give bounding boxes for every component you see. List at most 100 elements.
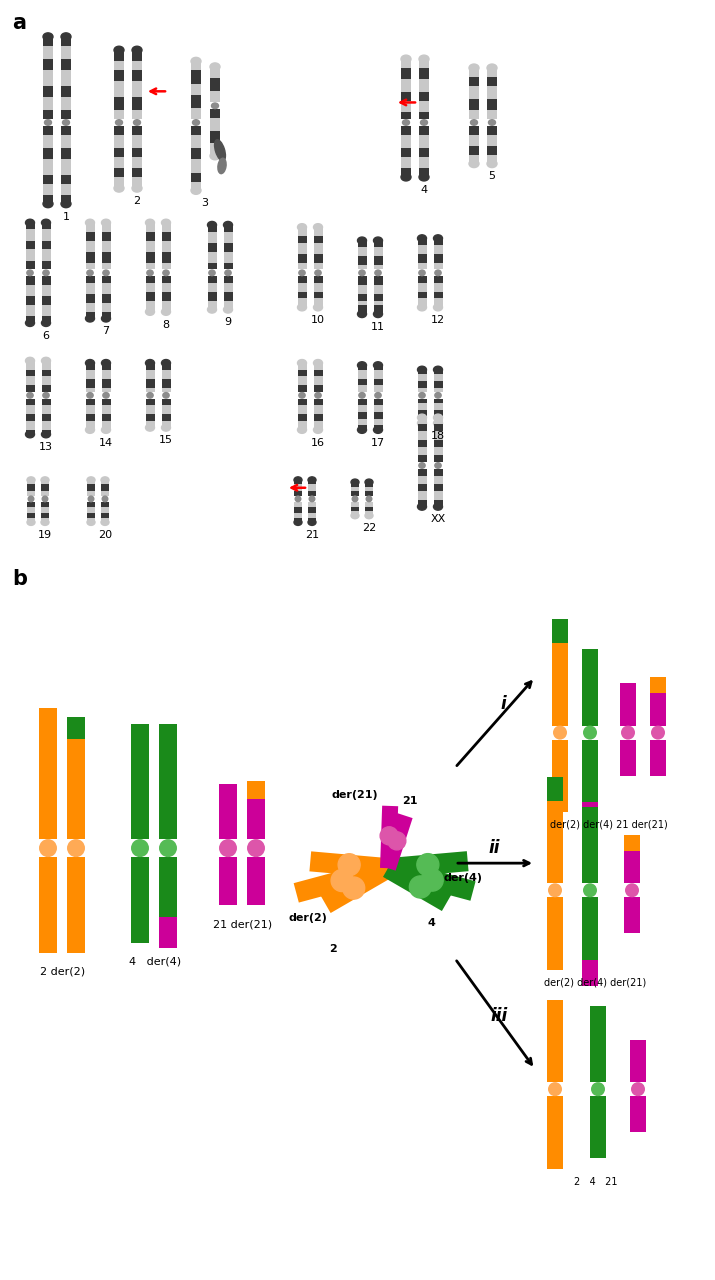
Bar [358,247,367,256]
Bar [419,68,429,79]
Bar [102,252,111,262]
Bar [487,155,497,164]
Bar [41,361,51,370]
Bar [630,1096,646,1133]
Bar [224,243,232,252]
Bar [433,492,443,500]
Bar [41,270,51,276]
Bar [469,125,479,134]
Bar [207,292,217,301]
Bar [247,858,265,905]
Text: 5: 5 [488,172,495,182]
Ellipse shape [224,221,232,228]
Bar [26,223,34,229]
Bar [132,110,142,119]
Bar [358,270,367,276]
Bar [145,406,154,415]
Bar [43,175,53,184]
Ellipse shape [209,270,215,275]
Bar [297,227,307,236]
Bar [162,415,170,421]
Bar [39,858,57,952]
Bar [101,507,109,513]
Bar [27,492,35,495]
Bar [552,643,568,726]
Bar [418,392,427,398]
Bar [582,960,598,986]
Ellipse shape [103,393,109,398]
Circle shape [417,854,439,876]
Bar [313,243,322,253]
Bar [433,298,443,307]
Bar [620,684,636,726]
Bar [469,155,479,164]
Bar [61,86,71,97]
Ellipse shape [433,420,443,426]
Ellipse shape [308,520,316,525]
Bar [358,241,367,247]
Bar [547,1000,563,1082]
Bar [401,168,411,177]
Ellipse shape [134,120,141,125]
Text: 19: 19 [38,530,52,540]
Ellipse shape [313,426,322,434]
Bar [43,37,53,46]
Bar [41,398,51,406]
Ellipse shape [43,270,49,275]
Bar [313,292,322,298]
Bar [547,777,563,801]
Bar [358,265,367,270]
Bar [26,392,34,398]
Ellipse shape [418,420,427,426]
Bar [27,513,35,518]
Bar [61,148,71,159]
Ellipse shape [147,393,153,398]
Bar [210,109,220,118]
Bar [373,412,383,419]
Bar [419,134,429,148]
Ellipse shape [163,270,169,275]
Bar [41,305,51,316]
Bar [102,276,111,283]
Bar [102,364,111,370]
Circle shape [548,883,562,897]
Bar [419,168,429,177]
Bar [418,468,427,475]
Bar [313,421,322,430]
Ellipse shape [419,173,429,180]
Bar [87,492,95,495]
Bar [487,86,497,99]
Bar [41,518,49,522]
Ellipse shape [87,270,93,275]
Ellipse shape [61,33,71,41]
Bar [365,502,373,507]
Ellipse shape [373,362,383,369]
Bar [102,262,111,270]
Bar [145,252,154,262]
Bar [162,223,170,232]
Ellipse shape [27,270,33,275]
Text: der(2) der(4) 21 der(21): der(2) der(4) 21 der(21) [550,820,668,829]
Bar [297,385,307,392]
Bar [313,385,322,392]
Ellipse shape [294,520,302,525]
Bar [41,430,51,434]
Ellipse shape [433,366,443,374]
Ellipse shape [28,497,34,502]
Bar [145,370,154,379]
Bar [191,134,201,148]
Ellipse shape [162,424,170,431]
Ellipse shape [26,357,34,365]
Bar [61,46,71,59]
Bar [373,285,383,294]
Text: 17: 17 [371,438,385,448]
Bar [102,421,111,430]
Ellipse shape [114,184,124,192]
Bar [433,424,443,431]
Bar [433,410,443,416]
Bar [418,462,427,468]
Bar [433,381,443,388]
Bar [210,102,220,109]
Bar [419,119,429,125]
Bar [358,370,367,379]
